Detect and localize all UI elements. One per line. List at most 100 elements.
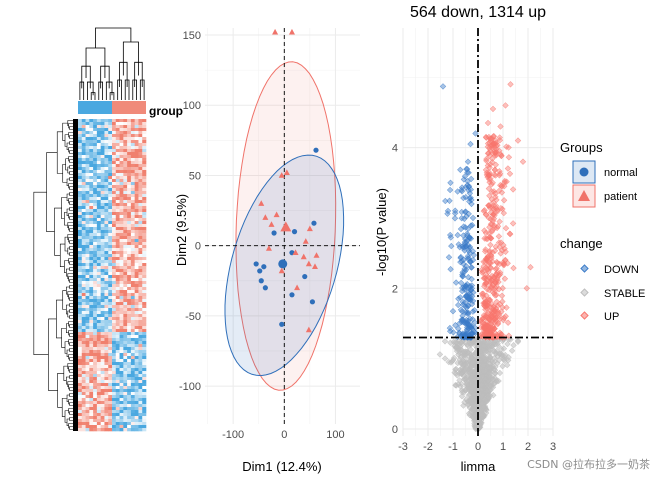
heatmap-cell xyxy=(108,383,113,387)
heatmap-cell xyxy=(127,164,132,168)
heatmap-cell xyxy=(138,263,143,267)
heatmap-cell xyxy=(130,155,135,159)
heatmap-cell xyxy=(100,392,105,396)
heatmap-cell xyxy=(134,374,139,378)
heatmap-cell xyxy=(100,299,105,303)
heatmap-cell xyxy=(96,119,101,123)
heatmap-cell xyxy=(123,377,128,381)
heatmap-cell xyxy=(93,419,98,423)
heatmap-cell xyxy=(93,284,98,288)
heatmap-cell xyxy=(108,161,113,165)
heatmap-cell xyxy=(104,368,109,372)
heatmap-cell xyxy=(119,269,124,273)
volcano-point-down xyxy=(467,222,475,229)
heatmap-cell xyxy=(123,284,128,288)
heatmap-cell xyxy=(138,299,143,303)
heatmap-cell xyxy=(81,335,86,339)
heatmap-cell xyxy=(138,188,143,192)
pca-point-normal xyxy=(309,299,316,305)
heatmap-cell xyxy=(119,422,124,426)
heatmap-cell xyxy=(115,380,120,384)
heatmap-cell xyxy=(142,263,147,267)
heatmap-cell xyxy=(119,341,124,345)
heatmap-cell xyxy=(85,152,90,156)
heatmap-cell xyxy=(104,362,109,366)
pca-y-tick-label: -100 xyxy=(179,381,201,393)
heatmap-cell xyxy=(123,428,128,432)
heatmap-cell xyxy=(81,266,86,270)
volcano-point-up xyxy=(482,229,490,237)
heatmap-cell xyxy=(85,197,90,201)
heatmap-cell xyxy=(138,395,143,399)
heatmap-cell xyxy=(130,152,135,156)
heatmap-cell xyxy=(85,404,90,408)
heatmap-cell xyxy=(115,344,120,348)
volcano-point-up xyxy=(491,319,499,327)
heatmap-cell xyxy=(123,185,128,189)
heatmap-cell xyxy=(119,398,124,402)
heatmap-cell xyxy=(78,131,83,135)
volcano-point-up xyxy=(506,230,513,237)
heatmap-cell xyxy=(81,281,86,285)
heatmap-cell xyxy=(134,140,139,144)
heatmap-cell xyxy=(81,122,86,126)
heatmap-cell xyxy=(78,290,83,294)
heatmap-cell xyxy=(127,377,132,381)
heatmap-cell xyxy=(89,308,94,312)
heatmap-row-branch xyxy=(68,198,73,204)
heatmap-cell xyxy=(85,398,90,402)
heatmap-cell xyxy=(142,398,147,402)
heatmap-cell xyxy=(96,251,101,255)
heatmap-cell xyxy=(123,257,128,261)
heatmap-cell xyxy=(130,338,135,342)
heatmap-cell xyxy=(81,221,86,225)
heatmap-cell xyxy=(123,200,128,204)
heatmap-cell xyxy=(78,215,83,219)
volcano-point-down xyxy=(462,208,469,215)
heatmap-cell xyxy=(123,197,128,201)
volcano-point-stable xyxy=(469,359,477,367)
heatmap-row-branch xyxy=(68,213,73,219)
heatmap-cell xyxy=(89,131,94,135)
heatmap-cell xyxy=(100,119,105,123)
heatmap-cell xyxy=(78,134,83,138)
heatmap-cell xyxy=(108,257,113,261)
heatmap-cell xyxy=(127,128,132,132)
heatmap-cell xyxy=(112,275,117,279)
heatmap-cell xyxy=(93,200,98,204)
heatmap-cell xyxy=(85,209,90,213)
heatmap-cell xyxy=(100,377,105,381)
volcano-point-up xyxy=(490,308,497,316)
heatmap-cell xyxy=(108,206,113,210)
heatmap-cell xyxy=(142,377,147,381)
heatmap-cell xyxy=(108,140,113,144)
heatmap-cell xyxy=(119,137,124,141)
heatmap-cell xyxy=(104,401,109,405)
heatmap-cell xyxy=(134,290,139,294)
heatmap-cell xyxy=(104,266,109,270)
heatmap-cell xyxy=(127,353,132,357)
heatmap-cell xyxy=(115,215,120,219)
heatmap-cell xyxy=(119,389,124,393)
heatmap-cell xyxy=(115,137,120,141)
heatmap-cell xyxy=(96,407,101,411)
heatmap-cell xyxy=(127,194,132,198)
heatmap-cell xyxy=(100,194,105,198)
legend-patient-marker xyxy=(578,190,590,201)
heatmap-cell xyxy=(78,179,83,183)
heatmap-cell xyxy=(112,269,117,273)
heatmap-cell xyxy=(89,251,94,255)
volcano-point-down xyxy=(442,197,449,205)
heatmap-cell xyxy=(81,188,86,192)
heatmap-cell xyxy=(104,233,109,237)
heatmap-cell xyxy=(81,143,86,147)
heatmap-cell xyxy=(112,206,117,210)
heatmap-cell xyxy=(78,335,83,339)
heatmap-cell xyxy=(108,125,113,129)
heatmap-cell xyxy=(78,407,83,411)
heatmap-cell xyxy=(93,158,98,162)
heatmap-row-branch xyxy=(68,237,73,243)
heatmap-cell xyxy=(127,197,132,201)
heatmap-cell xyxy=(89,230,94,234)
